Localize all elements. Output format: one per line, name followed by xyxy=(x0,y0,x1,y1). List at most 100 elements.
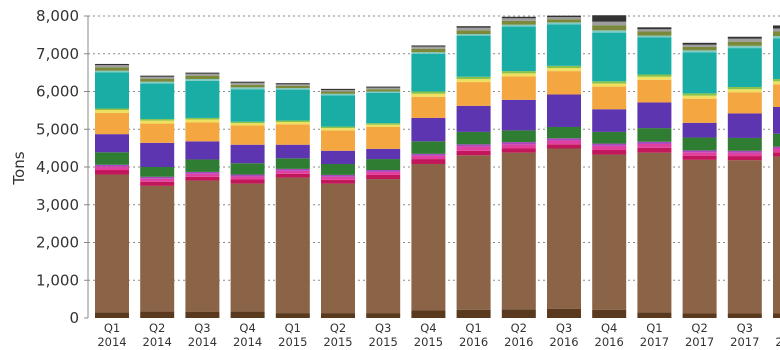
bar-segment xyxy=(185,311,220,318)
bar-stack xyxy=(547,15,581,318)
bar-segment xyxy=(95,164,129,167)
bar-segment xyxy=(321,93,355,96)
bar-segment xyxy=(95,108,129,110)
bar-segment xyxy=(366,174,401,180)
bar-segment xyxy=(366,87,401,90)
bar-segment xyxy=(547,144,581,149)
bar-segment xyxy=(592,154,627,310)
bar-segment xyxy=(592,309,627,318)
bar-segment xyxy=(321,130,355,151)
y-tick-label: 3,000 xyxy=(36,196,79,214)
bar-stack xyxy=(637,27,672,318)
bar-segment xyxy=(321,313,355,318)
bar-segment xyxy=(592,83,627,87)
bar-segment xyxy=(547,126,581,139)
bar-segment xyxy=(230,125,265,145)
bar-segment xyxy=(773,36,780,39)
bar-segment xyxy=(637,31,672,36)
bar-segment xyxy=(456,30,491,35)
bar-segment xyxy=(592,86,627,110)
bar-segment xyxy=(366,313,401,318)
bar-segment xyxy=(501,142,536,145)
bar-segment xyxy=(140,76,175,79)
bar-segment xyxy=(682,93,717,96)
bar-segment xyxy=(140,178,175,182)
bar-segment xyxy=(275,173,310,178)
bar-segment xyxy=(321,91,355,94)
bar-segment xyxy=(95,63,129,66)
bar-segment xyxy=(185,72,220,74)
bar-segment xyxy=(501,130,536,143)
bar-segment xyxy=(682,137,717,151)
bar-segment xyxy=(682,313,717,318)
y-axis: 0 1,000 2,000 3,000 4,000 5,000 6,000 7,000 8,00… xyxy=(36,7,89,327)
bar-stack xyxy=(366,86,401,318)
bar-segment xyxy=(321,174,355,177)
bar-segment xyxy=(592,15,627,22)
bar-segment xyxy=(321,126,355,129)
bar-segment xyxy=(411,310,446,318)
bar-segment xyxy=(230,174,265,177)
bar-segment xyxy=(773,79,780,82)
bar-segment xyxy=(773,148,780,153)
bar-segment xyxy=(140,123,175,143)
bar-segment xyxy=(547,308,581,318)
bar-segment xyxy=(547,94,581,127)
bar-segment xyxy=(501,148,536,153)
x-axis-labels: Q12014Q22014Q32014Q42014Q12015Q22015Q320… xyxy=(97,321,780,349)
x-tick-label: 2016 xyxy=(595,335,624,349)
bar-segment xyxy=(366,123,401,125)
bar-segment xyxy=(637,35,672,38)
bar-segment xyxy=(637,102,672,129)
bar-segment xyxy=(727,113,762,138)
bar-segment xyxy=(501,144,536,149)
bar-segment xyxy=(275,170,310,174)
bar-segment xyxy=(366,126,401,149)
x-tick-label: 2015 xyxy=(369,335,398,349)
y-tick-label: 7,000 xyxy=(36,45,79,63)
bar-segment xyxy=(275,177,310,314)
bar-segment xyxy=(637,76,672,80)
bar-segment xyxy=(95,65,129,68)
bar-segment xyxy=(275,168,310,171)
bar-segment xyxy=(501,309,536,318)
y-tick-label: 5,000 xyxy=(36,120,79,138)
bar-segment xyxy=(411,155,446,160)
bar-segment xyxy=(230,183,265,312)
bar-segment xyxy=(230,311,265,318)
bar-segment xyxy=(185,117,220,120)
bar-segment xyxy=(592,109,627,132)
bar-segment xyxy=(637,312,672,318)
bar-segment xyxy=(230,163,265,175)
bar-segment xyxy=(366,86,401,88)
bar-segment xyxy=(727,36,762,39)
bar-segment xyxy=(366,159,401,171)
bar-segment xyxy=(547,17,581,20)
bar-segment xyxy=(592,32,627,82)
bar-segment xyxy=(682,152,717,156)
bar-segment xyxy=(140,167,175,177)
bar-segment xyxy=(411,46,446,49)
bar-stack xyxy=(727,36,762,318)
bar-segment xyxy=(275,122,310,125)
bar-segment xyxy=(411,153,446,156)
y-axis-title: Tons xyxy=(10,151,28,185)
bar-segment xyxy=(592,21,627,26)
x-tick-label: Q3 xyxy=(194,321,210,335)
bar-segment xyxy=(727,313,762,318)
bar-segment xyxy=(773,38,780,80)
bar-stack xyxy=(456,26,491,318)
x-tick-label: Q2 xyxy=(691,321,707,335)
bar-segment xyxy=(592,30,627,33)
x-tick-label: Q1 xyxy=(465,321,481,335)
bar-segment xyxy=(95,72,129,109)
bar-segment xyxy=(366,148,401,160)
bar-segment xyxy=(185,122,220,142)
bar-segment xyxy=(140,142,175,167)
bar-segment xyxy=(637,147,672,153)
bar-stack xyxy=(682,42,717,318)
bar-segment xyxy=(95,70,129,73)
bar-segment xyxy=(95,134,129,153)
x-tick-label: Q1 xyxy=(646,321,662,335)
